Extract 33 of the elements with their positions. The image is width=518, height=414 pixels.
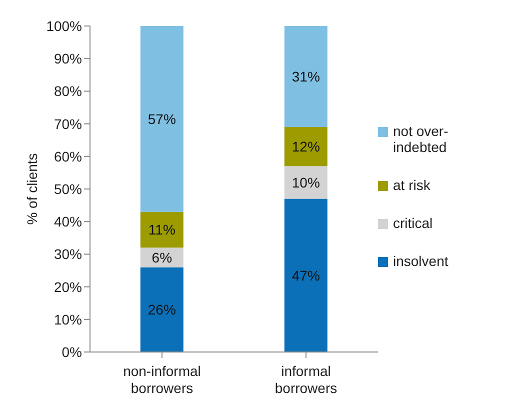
y-tick-label: 60% — [54, 148, 82, 164]
y-tick-label: 100% — [46, 18, 82, 34]
y-tick-label: 30% — [54, 246, 82, 262]
y-tick-label: 80% — [54, 83, 82, 100]
data-label: 26% — [148, 302, 176, 318]
y-axis-title: % of clients — [24, 153, 40, 225]
y-tick-label: 70% — [54, 116, 82, 132]
y-tick-label: 40% — [54, 214, 82, 230]
data-label: 31% — [292, 68, 320, 84]
data-label: 57% — [148, 110, 176, 127]
legend-label: at risk — [393, 177, 432, 193]
x-tick-label: informal borrowers — [274, 363, 338, 396]
y-tick-label: 90% — [54, 50, 82, 67]
bar — [140, 267, 184, 352]
data-label: 6% — [152, 249, 172, 266]
data-label: 12% — [292, 138, 320, 155]
bar — [284, 166, 328, 199]
legend-label: critical — [393, 215, 434, 231]
bar — [284, 198, 328, 352]
data-label: 11% — [148, 222, 176, 238]
bar — [284, 26, 328, 128]
y-tick-label: 10% — [54, 311, 82, 328]
y-tick-label: 50% — [54, 180, 82, 197]
data-label: 47% — [292, 267, 320, 284]
bar — [140, 212, 184, 248]
x-tick-label: non-informal borrowers — [123, 363, 201, 396]
legend-label: insolvent — [393, 253, 450, 269]
bar — [140, 26, 184, 212]
legend-label: not over-indebted — [393, 123, 450, 155]
bar — [284, 127, 328, 166]
y-tick-label: 0% — [62, 344, 82, 360]
data-label: 10% — [292, 174, 320, 190]
y-tick-label: 20% — [54, 278, 82, 295]
